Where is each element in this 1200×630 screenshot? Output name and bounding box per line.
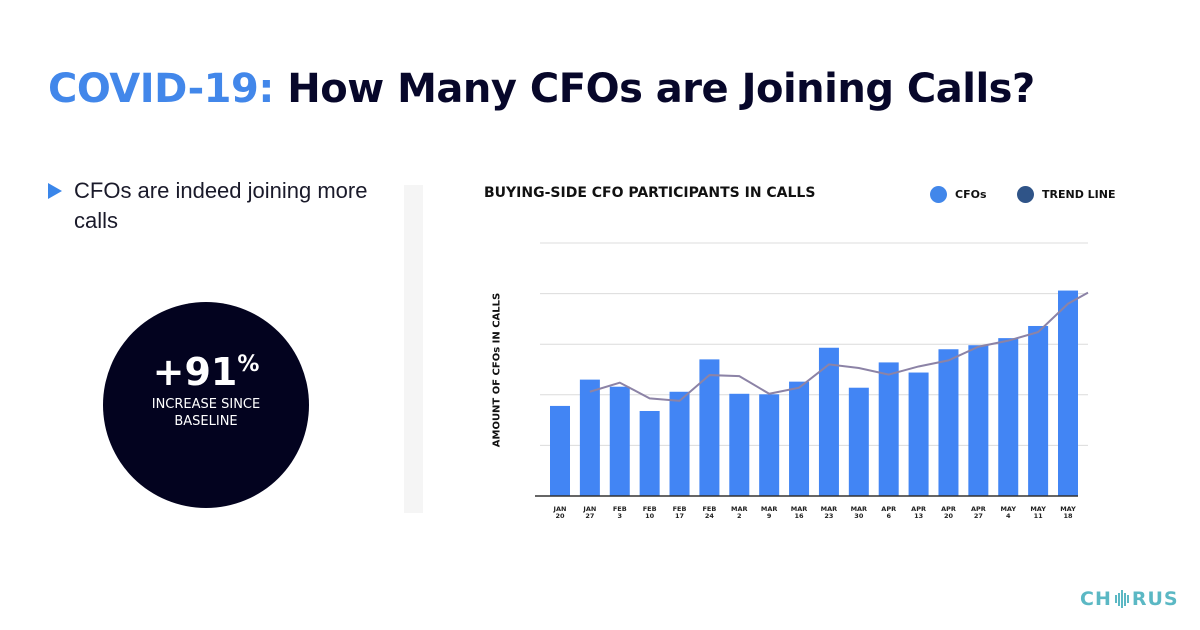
title-accent: COVID-19: bbox=[48, 66, 274, 112]
x-tick-label: 27 bbox=[585, 512, 594, 520]
x-tick-label: APR bbox=[881, 505, 896, 513]
bar bbox=[818, 347, 839, 496]
legend-item-trend: TREND LINE bbox=[1017, 186, 1115, 203]
x-tick-label: MAR bbox=[761, 505, 778, 513]
legend-swatch-cfos bbox=[930, 186, 947, 203]
waveform-icon bbox=[1114, 590, 1129, 608]
chart-title: BUYING-SIDE CFO PARTICIPANTS IN CALLS bbox=[484, 185, 816, 201]
x-tick-label: MAY bbox=[1060, 505, 1076, 513]
bar bbox=[550, 405, 570, 496]
page-title: COVID-19: How Many CFOs are Joining Call… bbox=[48, 66, 1035, 112]
x-tick-label: 24 bbox=[705, 512, 715, 520]
bar bbox=[1058, 290, 1078, 496]
bar bbox=[878, 362, 899, 496]
x-tick-label: 16 bbox=[795, 512, 805, 520]
x-tick-label: 11 bbox=[1034, 512, 1044, 520]
x-tick-label: MAY bbox=[1000, 505, 1016, 513]
triangle-right-icon bbox=[48, 183, 62, 199]
x-tick-label: FEB bbox=[643, 505, 657, 513]
bar bbox=[968, 345, 989, 496]
bullet-point: CFOs are indeed joining more calls bbox=[48, 176, 374, 236]
bar bbox=[908, 372, 929, 496]
x-tick-label: MAY bbox=[1030, 505, 1046, 513]
x-tick-label: 30 bbox=[854, 512, 864, 520]
bar bbox=[789, 381, 810, 496]
stat-label: INCREASE SINCE BASELINE bbox=[151, 397, 261, 429]
x-tick-label: JAN bbox=[582, 505, 596, 513]
bar bbox=[579, 379, 600, 496]
chorus-logo: CH RUS bbox=[1080, 588, 1179, 610]
x-tick-label: MAR bbox=[851, 505, 868, 513]
x-tick-label: 10 bbox=[645, 512, 655, 520]
x-tick-label: APR bbox=[971, 505, 986, 513]
bar bbox=[669, 391, 690, 496]
title-main: How Many CFOs are Joining Calls? bbox=[287, 66, 1035, 112]
x-tick-label: 6 bbox=[886, 512, 891, 520]
x-tick-label: APR bbox=[941, 505, 956, 513]
bar bbox=[848, 387, 869, 496]
bar bbox=[699, 359, 720, 496]
legend-item-cfos: CFOs bbox=[930, 186, 987, 203]
stat-value: +91% bbox=[152, 350, 260, 394]
bar bbox=[938, 349, 959, 496]
x-tick-label: APR bbox=[911, 505, 926, 513]
bar bbox=[729, 393, 750, 496]
x-tick-label: 20 bbox=[555, 512, 565, 520]
x-tick-label: 4 bbox=[1006, 512, 1011, 520]
x-tick-label: FEB bbox=[702, 505, 716, 513]
x-tick-label: 27 bbox=[974, 512, 983, 520]
x-tick-label: FEB bbox=[613, 505, 627, 513]
bullet-text: CFOs are indeed joining more calls bbox=[74, 178, 368, 233]
x-tick-label: MAR bbox=[821, 505, 838, 513]
x-tick-label: 3 bbox=[617, 512, 622, 520]
stat-circle: +91% INCREASE SINCE BASELINE bbox=[103, 302, 309, 508]
x-tick-label: FEB bbox=[673, 505, 687, 513]
x-tick-label: 13 bbox=[914, 512, 923, 520]
x-tick-label: MAR bbox=[731, 505, 748, 513]
bar bbox=[639, 410, 660, 496]
legend-swatch-trend bbox=[1017, 186, 1034, 203]
bar bbox=[998, 338, 1019, 496]
bar bbox=[609, 386, 630, 496]
x-tick-label: MAR bbox=[791, 505, 808, 513]
x-tick-label: 18 bbox=[1063, 512, 1073, 520]
x-tick-label: JAN bbox=[553, 505, 567, 513]
bar bbox=[759, 394, 780, 496]
x-tick-label: 23 bbox=[824, 512, 833, 520]
x-tick-label: 2 bbox=[737, 512, 742, 520]
x-tick-label: 9 bbox=[767, 512, 772, 520]
x-tick-label: 17 bbox=[675, 512, 684, 520]
divider bbox=[404, 185, 423, 513]
bar bbox=[1028, 325, 1049, 496]
x-tick-label: 20 bbox=[944, 512, 954, 520]
trend-line bbox=[589, 291, 1089, 402]
